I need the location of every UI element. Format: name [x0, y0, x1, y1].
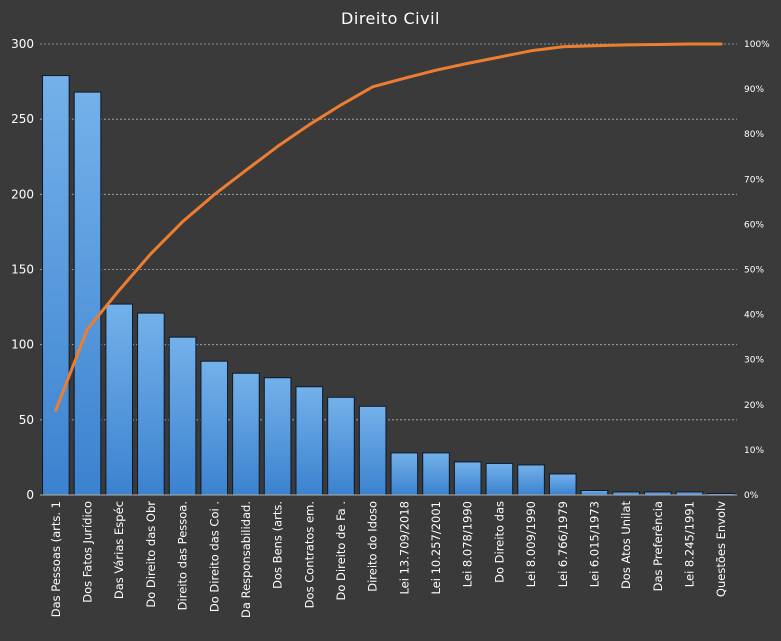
- gridlines: [40, 43, 737, 421]
- x-tick-label: Dos Bens (arts.: [271, 501, 285, 589]
- y-tick-label: 150: [11, 263, 34, 277]
- chart-title: Direito Civil: [341, 9, 440, 28]
- bar: [327, 396, 355, 496]
- x-tick-label: Do Direito de Fa .: [334, 501, 348, 601]
- y2-tick-label: 100%: [744, 40, 770, 50]
- x-tick-label: Lei 13.709/2018: [397, 501, 411, 595]
- bar: [42, 75, 70, 496]
- y2-tick-label: 90%: [744, 85, 764, 95]
- bar: [73, 91, 102, 496]
- x-tick-label: Questões Envolv: [714, 501, 728, 597]
- left-axis: 0 50 100 150 200 250 300: [11, 37, 737, 502]
- x-tick-label: Lei 8.078/1990: [461, 501, 475, 587]
- bar: [232, 372, 260, 496]
- bar: [263, 377, 292, 496]
- x-tick-label: Direito do Idoso: [366, 501, 380, 592]
- bar: [105, 303, 134, 496]
- x-tick-label: Dos Atos Unilat: [619, 501, 633, 590]
- y2-tick-label: 30%: [744, 356, 764, 366]
- y2-tick-label: 50%: [744, 266, 764, 276]
- bar: [137, 312, 165, 496]
- x-tick-label: Da Responsabilidad.: [239, 501, 253, 618]
- bar: [390, 452, 419, 496]
- x-tick-label: Lei 10.257/2001: [429, 501, 443, 595]
- y2-tick-label: 60%: [744, 220, 764, 230]
- x-tick-label: Das Preferência: [651, 501, 665, 591]
- y-tick-label: 0: [26, 488, 34, 502]
- x-tick-label: Lei 6.015/1973: [587, 501, 601, 587]
- y2-tick-label: 70%: [744, 175, 764, 185]
- bar: [200, 360, 229, 496]
- bar: [295, 386, 324, 496]
- x-tick-label: Do Direito das Coi .: [207, 501, 221, 612]
- y2-tick-label: 10%: [744, 446, 764, 456]
- x-tick-label: Direito das Pessoa.: [176, 501, 190, 610]
- y2-tick-label: 0%: [744, 491, 759, 501]
- cumulative-line-series: [54, 42, 723, 412]
- x-tick-label: Lei 8.009/1990: [524, 501, 538, 587]
- cumulative-line: [54, 42, 723, 412]
- y-tick-label: 250: [11, 112, 34, 126]
- bar: [517, 464, 545, 496]
- y2-tick-label: 20%: [744, 401, 764, 411]
- x-tick-label: Do Direito das: [492, 501, 506, 583]
- x-axis: Das Pessoas (arts. 1 Dos Fatos Jurídico Da…: [49, 501, 728, 618]
- x-tick-label: Dos Contratos em.: [302, 501, 316, 608]
- x-tick-label: Das Pessoas (arts. 1: [49, 501, 63, 617]
- y-tick-label: 100: [11, 338, 34, 352]
- x-tick-label: Lei 8.245/1991: [682, 501, 696, 587]
- bar: [453, 461, 482, 496]
- y-tick-label: 200: [11, 187, 34, 201]
- bar: [580, 489, 609, 496]
- x-tick-label: Do Direito das Obr: [144, 501, 158, 608]
- x-tick-label: Das Várias Espéc: [112, 501, 126, 599]
- y-tick-label: 50: [19, 413, 34, 427]
- bar: [358, 405, 387, 496]
- x-tick-label: Lei 6.766/1979: [556, 501, 570, 587]
- right-axis: 0% 10% 20% 30% 40% 50% 60% 70% 80% 90% 100%: [744, 40, 770, 501]
- y2-tick-label: 80%: [744, 130, 764, 140]
- bar: [548, 473, 577, 496]
- y2-tick-label: 40%: [744, 311, 764, 321]
- bar-series: [42, 75, 735, 496]
- bar: [168, 336, 197, 496]
- y-tick-label: 300: [11, 37, 34, 51]
- bar: [422, 452, 450, 496]
- x-tick-label: Dos Fatos Jurídico: [81, 501, 95, 603]
- bar: [485, 462, 514, 496]
